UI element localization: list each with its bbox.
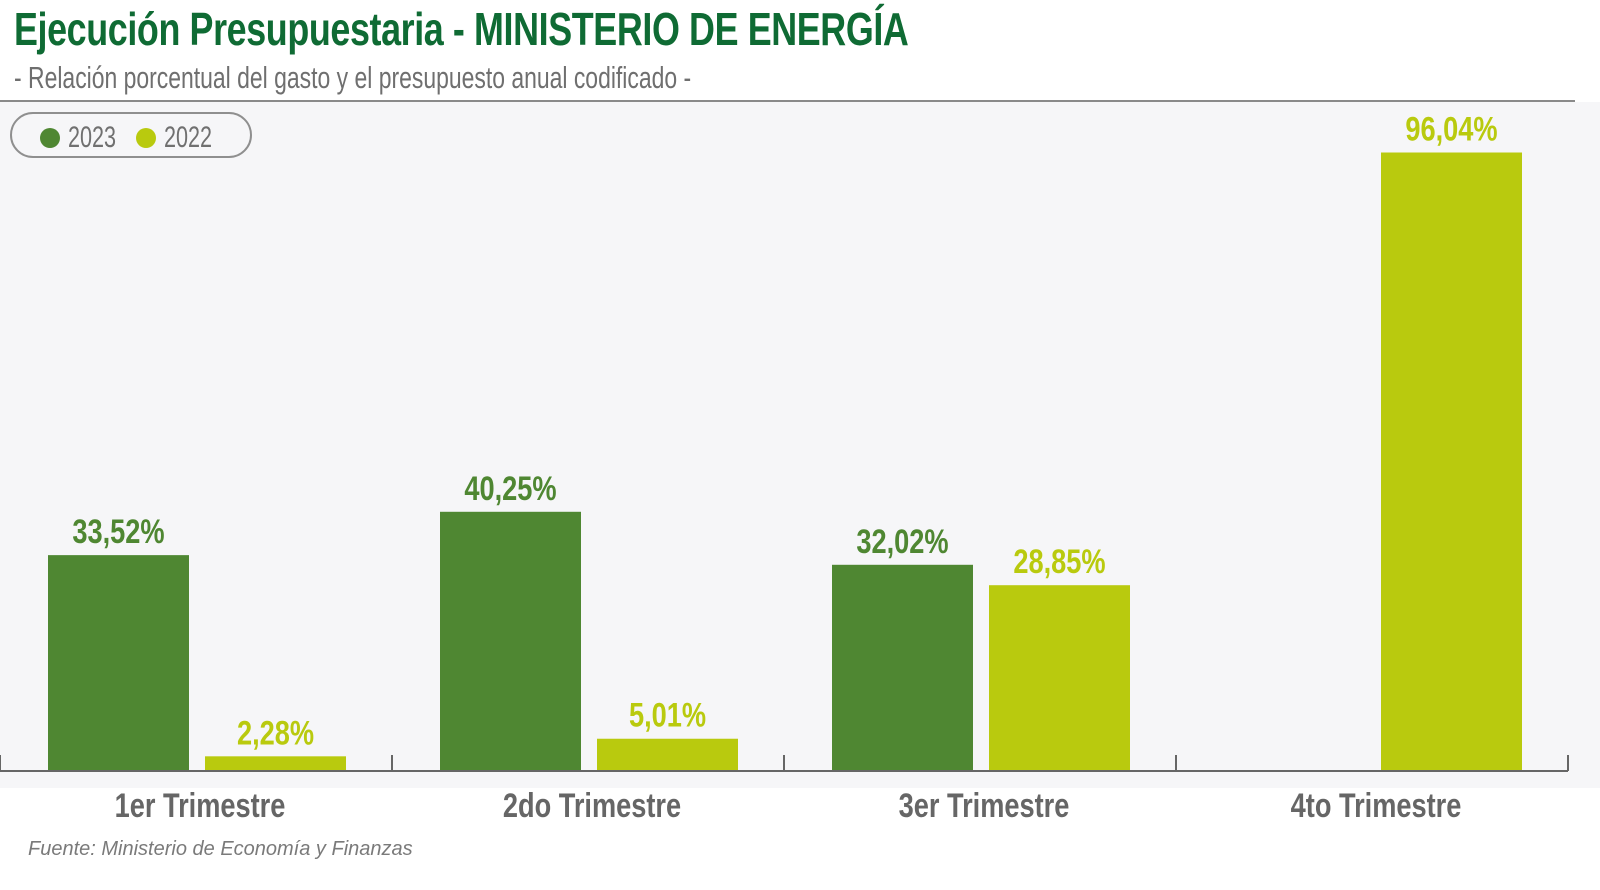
header-divider: [0, 100, 1575, 102]
bar-2022-1: [205, 756, 346, 771]
chart-subtitle: - Relación porcentual del gasto y el pre…: [14, 60, 692, 95]
data-label-2023-2: 40,25%: [464, 469, 556, 508]
plot-area: [0, 102, 1600, 788]
category-label-3: 3er Trimestre: [899, 786, 1070, 825]
data-label-2023-1: 33,52%: [72, 512, 164, 551]
data-label-2023-3: 32,02%: [856, 522, 948, 561]
source-note: Fuente: Ministerio de Economía y Finanza…: [28, 838, 413, 860]
bar-2022-2: [597, 738, 738, 771]
data-label-2022-4: 96,04%: [1405, 110, 1497, 149]
data-label-2022-3: 28,85%: [1013, 542, 1105, 581]
bar-2023-1: [48, 555, 189, 771]
bar-2023-2: [440, 511, 581, 771]
bar-2022-4: [1381, 152, 1522, 772]
category-label-4: 4to Trimestre: [1291, 786, 1462, 825]
category-label-2: 2do Trimestre: [503, 786, 681, 825]
bar-2022-3: [989, 585, 1130, 771]
legend-swatch-2022: [136, 128, 156, 148]
legend-label-2022: 2022: [164, 121, 213, 154]
legend-swatch-2023: [40, 128, 60, 148]
data-label-2022-1: 2,28%: [237, 713, 314, 752]
bar-2023-3: [832, 564, 973, 771]
chart-title: Ejecución Presupuestaria - MINISTERIO DE…: [14, 3, 909, 55]
legend: 2023 2022: [10, 112, 252, 158]
legend-label-2023: 2023: [68, 121, 117, 154]
category-label-1: 1er Trimestre: [115, 786, 286, 825]
data-label-2022-2: 5,01%: [629, 696, 706, 735]
